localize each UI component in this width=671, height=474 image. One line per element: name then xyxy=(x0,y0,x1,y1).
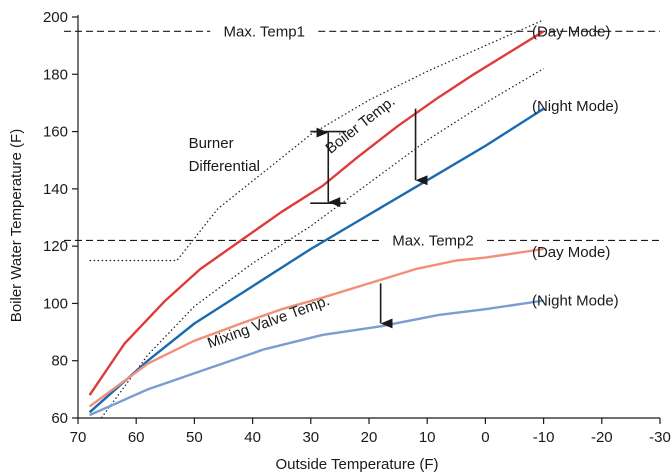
series-line-boiler-night xyxy=(88,107,545,414)
series-line-mixing-day xyxy=(88,247,544,408)
x-tick-label: 20 xyxy=(361,429,378,446)
x-tick-label: 60 xyxy=(128,429,145,446)
reference-lines: Max. Temp1 Max. Temp2 xyxy=(64,23,660,249)
annotation-burner-label-2: Differential xyxy=(189,158,260,175)
annotation-night-mode-2: (Night Mode) xyxy=(532,293,619,310)
x-tick-label: -10 xyxy=(533,429,555,446)
y-tick-label: 60 xyxy=(51,410,68,427)
x-tick-label: 50 xyxy=(186,429,203,446)
differential-band xyxy=(89,19,544,419)
differential-band-line-1 xyxy=(89,19,544,262)
annotation-burner-label-1: Burner xyxy=(189,135,234,152)
x-tick-label: 70 xyxy=(70,429,87,446)
x-tick-label: 10 xyxy=(419,429,436,446)
annotation-night-mode-1: (Night Mode) xyxy=(532,98,619,115)
x-axis-title: Outside Temperature (F) xyxy=(275,456,438,473)
y-tick-label: 140 xyxy=(43,181,68,198)
x-tick-label: 30 xyxy=(302,429,319,446)
y-tick-label: 180 xyxy=(43,66,68,83)
differential-band-line-2 xyxy=(100,68,544,419)
y-tick-label: 80 xyxy=(51,353,68,370)
x-tick-label: -20 xyxy=(591,429,613,446)
x-tick-label: 40 xyxy=(244,429,261,446)
y-axis-title: Boiler Water Temperature (F) xyxy=(8,129,25,322)
series-line-mixing-night xyxy=(89,299,544,417)
axes: 70 60 50 40 30 20 10 0 -10 -20 -306080100120140160… xyxy=(8,9,671,473)
series-lines xyxy=(88,30,545,417)
x-tick-label: 0 xyxy=(481,429,489,446)
y-tick-label: 120 xyxy=(43,238,68,255)
annotation-day-mode-2: (Day Mode) xyxy=(532,244,610,261)
annotation-boiler-temp-label: Boiler Temp. xyxy=(322,93,398,158)
arrows xyxy=(310,108,428,329)
y-tick-label: 160 xyxy=(43,124,68,141)
annotations: (Day Mode) (Night Mode) (Day Mode) (Night M… xyxy=(189,23,619,352)
annotation-day-mode-1: (Day Mode) xyxy=(532,23,610,40)
y-tick-label: 100 xyxy=(43,295,68,312)
reference-line-label: Max. Temp1 xyxy=(224,23,305,40)
y-tick-label: 200 xyxy=(43,9,68,26)
x-tick-label: -30 xyxy=(649,429,671,446)
series-line-boiler-day xyxy=(88,30,545,396)
reference-line-label: Max. Temp2 xyxy=(392,232,473,249)
annotation-mixing-valve-label: Mixing Valve Temp. xyxy=(205,292,332,352)
